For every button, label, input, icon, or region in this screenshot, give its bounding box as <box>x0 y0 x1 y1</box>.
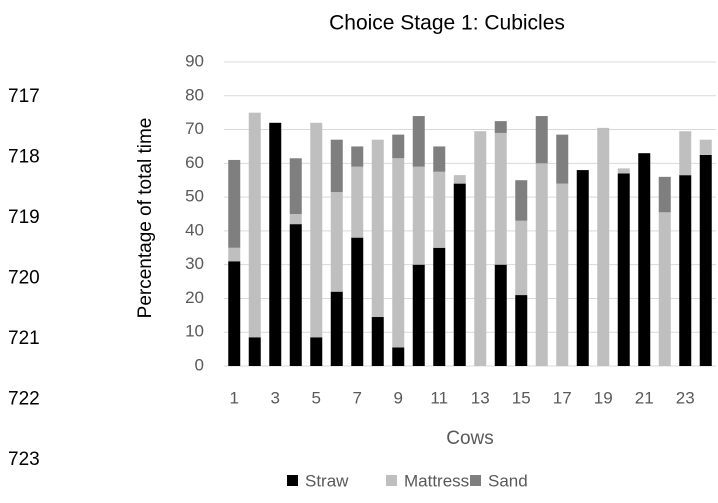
bar-segment <box>351 237 364 366</box>
bar-segment <box>699 154 712 366</box>
bar-segment <box>228 247 241 262</box>
line-number: 722 <box>8 389 40 410</box>
bar-segment <box>679 131 692 176</box>
x-tick-label: 15 <box>512 388 531 407</box>
bar-segment <box>617 168 630 174</box>
bar-segment <box>269 122 282 366</box>
line-number: 717 <box>8 86 40 107</box>
y-tick-label: 50 <box>185 187 204 206</box>
bar-segment <box>412 166 425 265</box>
y-tick-label: 10 <box>185 322 204 341</box>
line-number: 720 <box>8 268 40 289</box>
bar-segment <box>392 134 405 159</box>
bar-segment <box>638 153 651 366</box>
bar-segment <box>617 173 630 366</box>
bar-segment <box>228 261 241 366</box>
line-number: 719 <box>8 207 40 228</box>
bar-segment <box>330 139 343 193</box>
y-tick-label: 20 <box>185 288 204 307</box>
y-tick-label: 40 <box>185 220 204 239</box>
x-tick-label: 13 <box>471 388 490 407</box>
bar-segment <box>515 180 528 221</box>
bar-segment <box>535 116 548 164</box>
y-tick-label: 80 <box>185 85 204 104</box>
x-tick-label: 17 <box>553 388 572 407</box>
y-tick-label: 30 <box>185 254 204 273</box>
x-tick-label: 7 <box>353 388 362 407</box>
bar-segment <box>433 247 446 366</box>
bar-segment <box>392 347 405 366</box>
bar-segment <box>453 183 466 366</box>
x-tick-label: 3 <box>271 388 280 407</box>
legend-swatch <box>287 475 298 486</box>
x-tick-label: 1 <box>230 388 239 407</box>
y-tick-label: 0 <box>195 355 204 374</box>
bar-segment <box>289 214 302 225</box>
bar-segment <box>433 146 446 172</box>
bar-segment <box>371 139 384 318</box>
y-tick-label: 70 <box>185 119 204 138</box>
x-axis-label: Cows <box>446 428 494 449</box>
bar-segment <box>494 132 507 265</box>
line-number: 721 <box>8 328 40 349</box>
bar-segment <box>310 122 323 338</box>
line-number: 723 <box>8 449 40 470</box>
x-tick-label: 11 <box>430 388 448 407</box>
legend-label: Sand <box>488 471 528 490</box>
bar-segment <box>412 264 425 366</box>
bar-segment <box>453 175 466 184</box>
legend-label: Straw <box>305 471 349 490</box>
chart-title: Choice Stage 1: Cubicles <box>329 12 565 35</box>
bar-segment <box>658 212 671 366</box>
bar-segment <box>433 171 446 248</box>
bar-segment <box>330 291 343 366</box>
bar-segment <box>330 192 343 292</box>
legend-label: Mattress <box>404 471 469 490</box>
bar-segment <box>474 131 487 366</box>
bar-segment <box>351 146 364 167</box>
bar-segment <box>351 166 364 238</box>
bar-segment <box>597 127 610 366</box>
bar-segment <box>556 134 569 184</box>
bar-segment <box>515 295 528 366</box>
bar-segment <box>248 337 261 366</box>
bar-segment <box>289 158 302 214</box>
x-tick-label: 19 <box>594 388 613 407</box>
bar-segment <box>412 116 425 167</box>
y-tick-label: 60 <box>185 153 204 172</box>
y-tick-label: 90 <box>185 51 204 70</box>
bar-segment <box>535 163 548 366</box>
bar-segment <box>494 264 507 366</box>
bar-segment <box>248 112 261 338</box>
bar-segment <box>371 317 384 366</box>
bar-segment <box>515 220 528 296</box>
bar-segment <box>658 176 671 213</box>
bar-segment <box>576 170 589 366</box>
bar-segment <box>289 224 302 366</box>
bar-segment <box>310 337 323 366</box>
x-tick-label: 9 <box>394 388 403 407</box>
x-tick-label: 5 <box>312 388 321 407</box>
bar-segment <box>392 158 405 348</box>
bar-segment <box>679 175 692 366</box>
x-tick-label: 23 <box>676 388 695 407</box>
bar-segment <box>699 139 712 155</box>
x-tick-label: 21 <box>635 388 654 407</box>
bar-segment <box>494 121 507 133</box>
bar-segment <box>556 183 569 366</box>
line-number: 718 <box>8 147 40 168</box>
legend-swatch <box>386 475 397 486</box>
y-axis-label: Percentage of total time <box>135 118 156 319</box>
legend-swatch <box>470 475 481 486</box>
bar-segment <box>228 159 241 248</box>
